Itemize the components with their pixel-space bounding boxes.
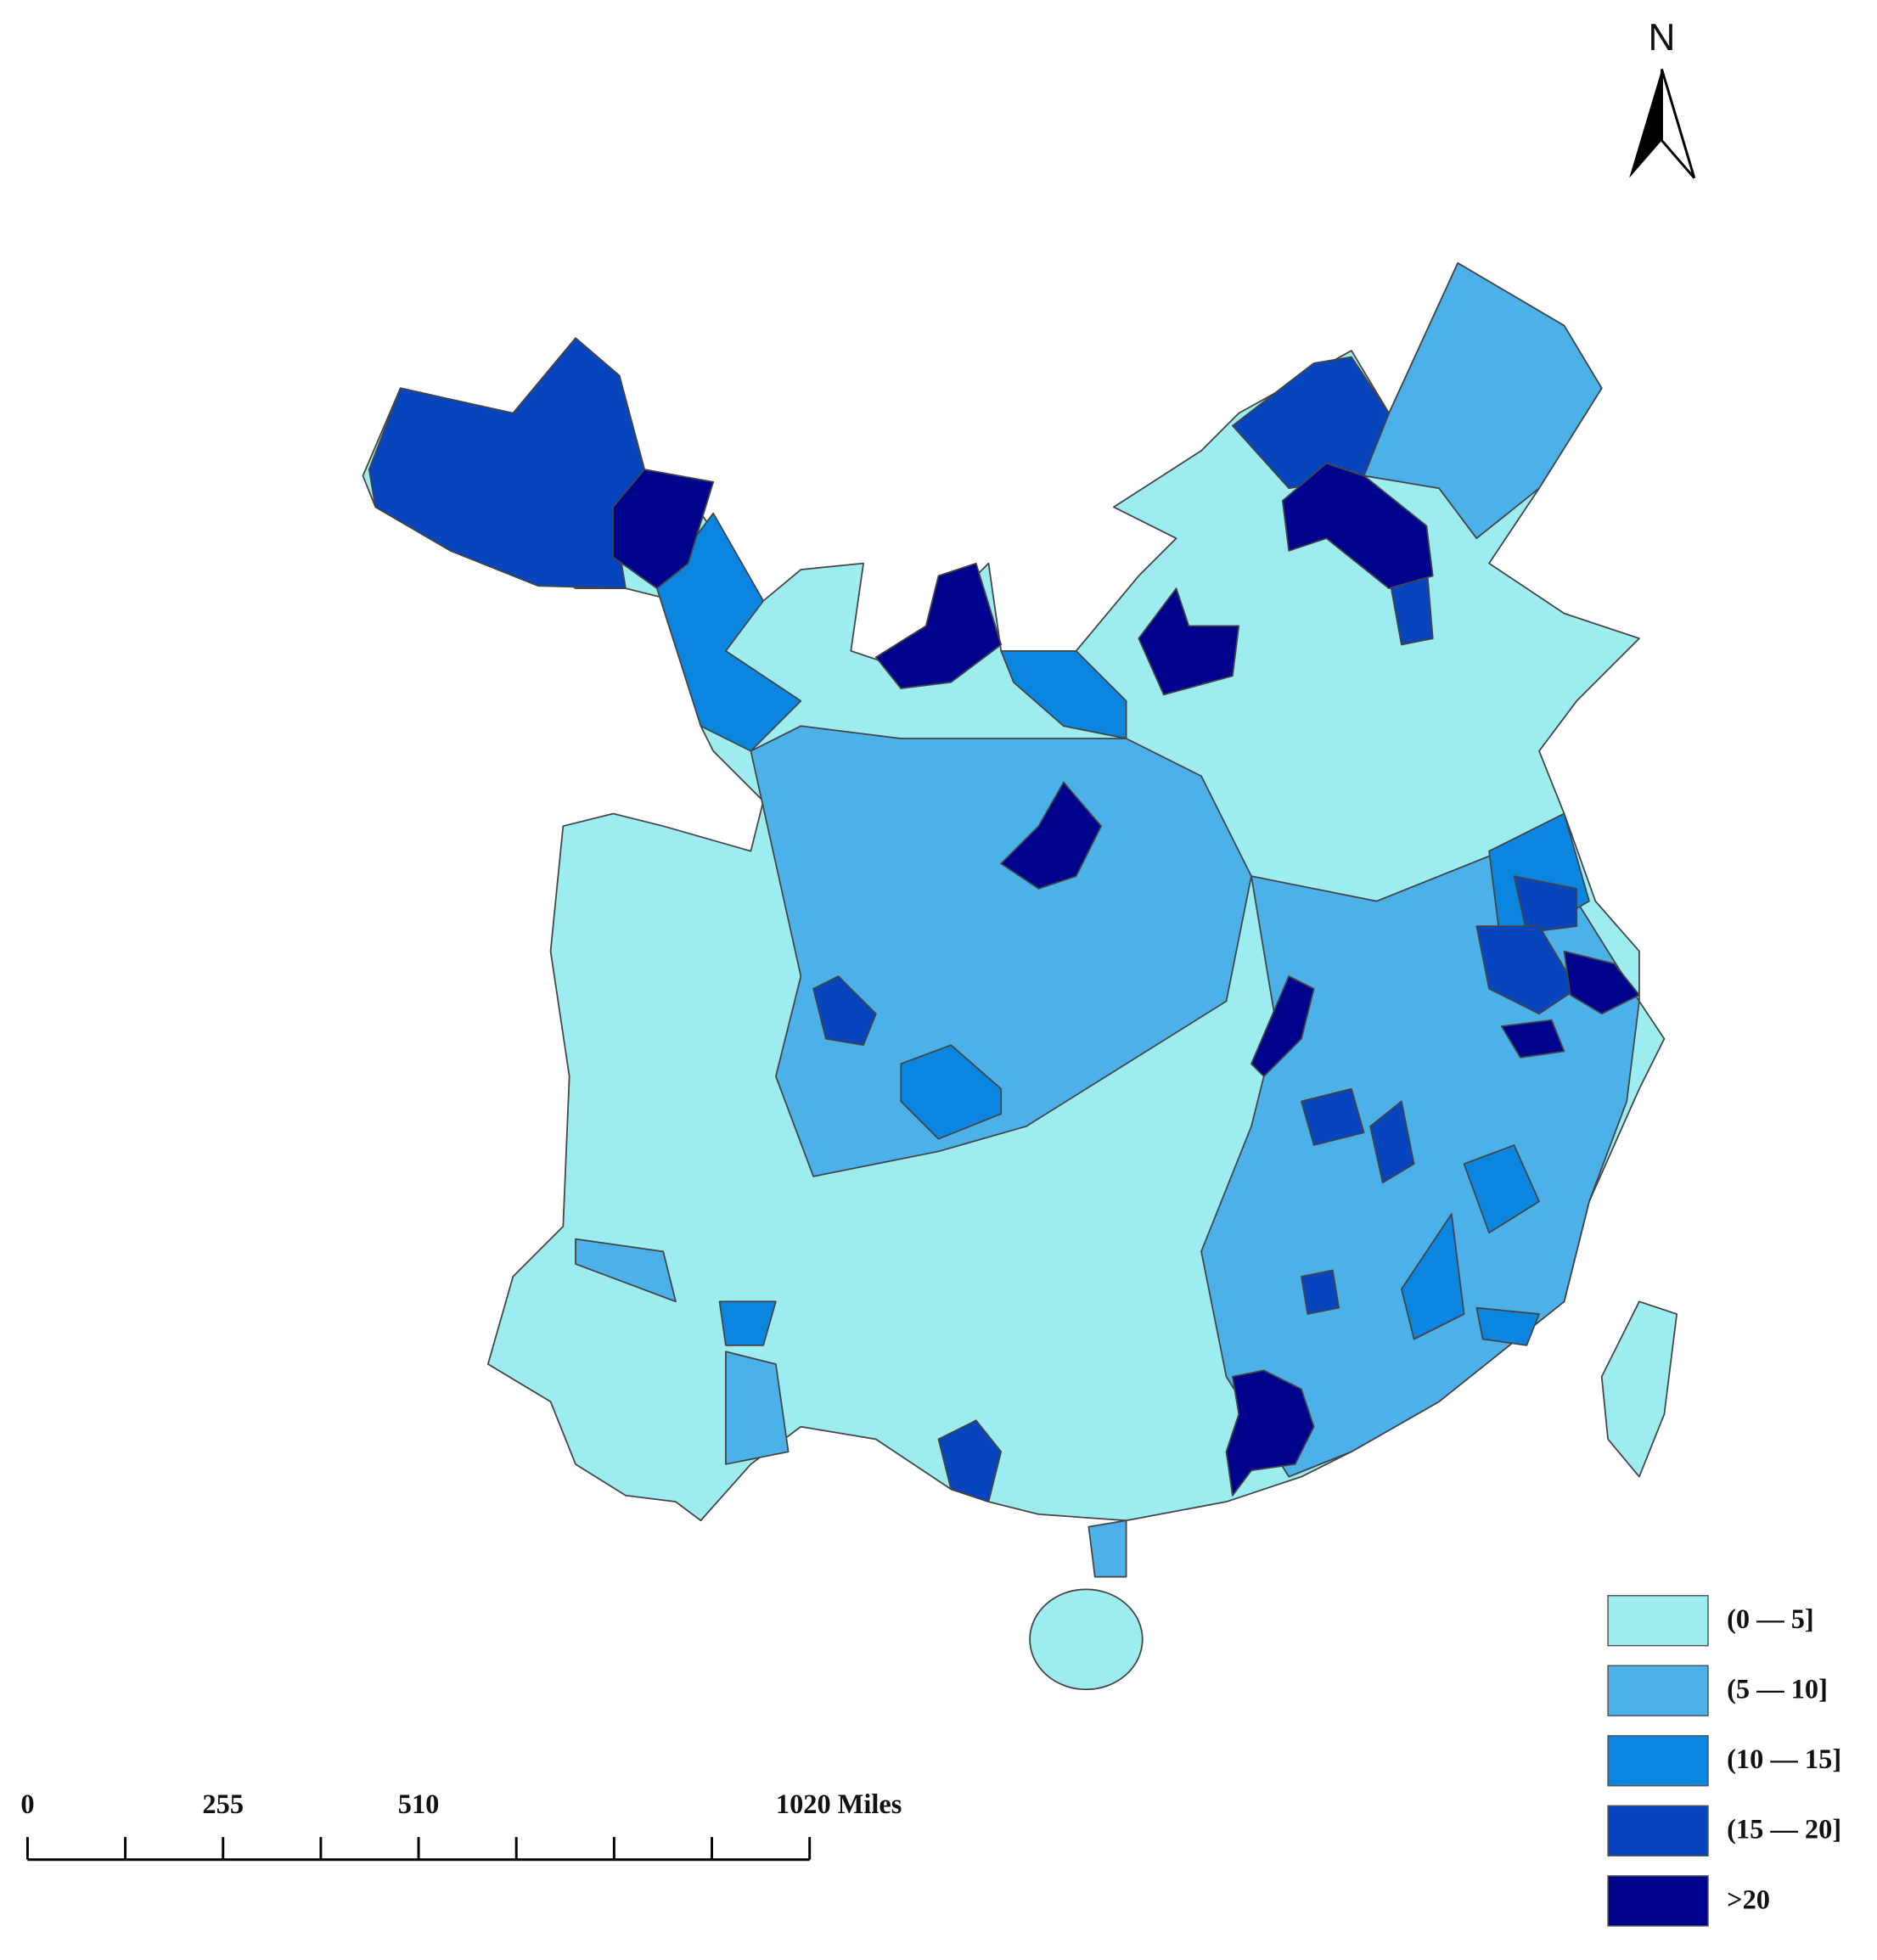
legend-label: (15 — 20] xyxy=(1727,1815,1841,1845)
legend-swatch xyxy=(1607,1594,1709,1647)
legend-label: >20 xyxy=(1727,1884,1770,1915)
region xyxy=(1281,462,1434,590)
legend-swatch xyxy=(1607,1875,1709,1927)
region xyxy=(1029,1588,1144,1691)
scale-label: 255 xyxy=(202,1789,244,1820)
arrow-right xyxy=(1660,69,1696,179)
region xyxy=(1369,1100,1415,1184)
region xyxy=(1250,975,1315,1077)
region xyxy=(1563,950,1640,1015)
legend: (0 — 5] (5 — 10] (10 — 15] (15 — 20] >20 xyxy=(1607,1594,1841,1927)
region xyxy=(812,975,877,1047)
region xyxy=(725,1351,790,1465)
legend-swatch xyxy=(1607,1805,1709,1857)
region xyxy=(1000,781,1103,890)
region xyxy=(900,1044,1003,1140)
region xyxy=(368,337,645,590)
region xyxy=(1363,262,1603,540)
region xyxy=(937,1419,1003,1503)
region xyxy=(1475,925,1578,1015)
region xyxy=(718,1300,777,1346)
region xyxy=(1000,649,1127,739)
region xyxy=(1087,1519,1127,1578)
scale-label: 1020 Miles xyxy=(776,1789,902,1820)
region xyxy=(1513,875,1578,934)
region xyxy=(1500,1019,1565,1059)
legend-swatch xyxy=(1607,1665,1709,1716)
north-label: N xyxy=(1649,17,1676,59)
scale-label: 510 xyxy=(398,1789,440,1820)
legend-label: (5 — 10] xyxy=(1727,1675,1828,1705)
region xyxy=(1232,356,1391,490)
north-arrow: N xyxy=(1629,17,1696,179)
region xyxy=(1463,1144,1540,1234)
legend-swatch xyxy=(1607,1735,1709,1787)
region xyxy=(575,1238,677,1303)
region xyxy=(1301,1087,1365,1146)
region xyxy=(1301,1269,1340,1315)
scale-label: 0 xyxy=(20,1789,34,1820)
region xyxy=(1600,1300,1678,1478)
legend-label: (10 — 15] xyxy=(1727,1744,1841,1775)
region xyxy=(612,469,715,590)
legend-label: (0 — 5] xyxy=(1727,1604,1814,1635)
scale-bar: 0 255 510 1020 Miles xyxy=(20,1789,902,1862)
region xyxy=(1225,1369,1315,1497)
region xyxy=(655,512,802,752)
region xyxy=(750,725,1252,1177)
region xyxy=(1475,1306,1540,1346)
region xyxy=(1138,587,1240,696)
map-regions xyxy=(362,262,1678,1691)
region xyxy=(1400,1213,1465,1340)
region xyxy=(874,562,1003,689)
arrow-left xyxy=(1629,69,1662,178)
